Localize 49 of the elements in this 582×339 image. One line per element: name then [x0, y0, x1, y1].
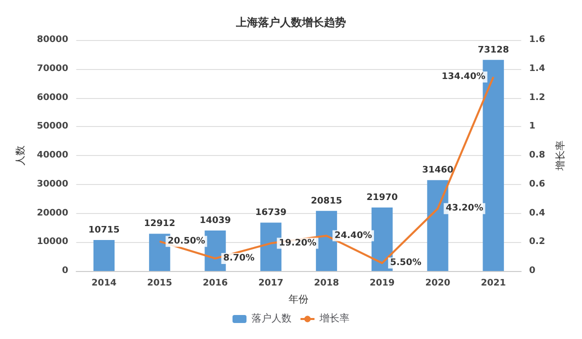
y-tick-label: 20000: [36, 208, 68, 218]
data-label: 20.50%: [168, 236, 206, 246]
x-axis-title: 年份: [288, 294, 309, 306]
legend-label: 增长率: [318, 312, 350, 324]
y-tick-label: 30000: [36, 179, 68, 190]
y-tick-label: 40000: [36, 150, 68, 160]
data-label: 14039: [200, 216, 231, 226]
data-label: 5.50%: [390, 258, 422, 268]
data-label: 20815: [310, 196, 342, 206]
data-label: 8.70%: [223, 253, 254, 264]
y-tick-label: 0: [62, 266, 68, 276]
y-tick-label: 50000: [36, 122, 68, 132]
bar: [260, 222, 282, 271]
x-tick-label: 2017: [258, 278, 284, 288]
data-label: 10715: [88, 226, 120, 236]
y2-tick-label: 1.2: [529, 92, 546, 103]
y2-tick-label: 1.4: [529, 64, 546, 74]
y-tick-label: 70000: [36, 64, 68, 74]
y2-tick-label: 0: [529, 266, 536, 276]
x-tick-label: 2014: [91, 278, 117, 288]
x-tick-label: 2020: [425, 278, 450, 288]
y-tick-label: 10000: [36, 237, 68, 248]
y2-tick-label: 0.2: [529, 237, 546, 248]
data-label: 21970: [366, 193, 398, 204]
x-tick-label: 2018: [314, 278, 340, 288]
x-tick-label: 2016: [202, 278, 228, 288]
data-label: 31460: [422, 166, 454, 176]
x-tick-label: 2019: [370, 278, 395, 288]
y2-tick-label: 0.6: [529, 179, 546, 190]
y2-tick-label: 0.8: [529, 150, 546, 160]
y2-tick-label: 0.4: [529, 208, 546, 218]
chart-title: 上海落户人数增长趋势: [235, 16, 346, 29]
y-axis-title: 人数: [16, 146, 26, 166]
y-tick-label: 80000: [36, 35, 68, 45]
data-label: 12912: [144, 219, 176, 230]
data-label: 73128: [478, 45, 510, 56]
y-tick-label: 60000: [36, 92, 68, 103]
bar: [93, 240, 115, 271]
y2-tick-label: 1.6: [529, 35, 546, 45]
x-tick-label: 2021: [480, 278, 506, 288]
data-label: 16739: [255, 208, 287, 218]
legend-label: 落户人数: [252, 312, 292, 324]
y2-axis-title: 增长率: [554, 140, 566, 172]
x-tick-label: 2015: [147, 278, 172, 288]
data-label: 134.40%: [442, 72, 486, 82]
data-label: 24.40%: [334, 230, 372, 241]
y2-tick-label: 1: [529, 122, 536, 132]
data-label: 43.20%: [446, 204, 484, 214]
data-label: 19.20%: [278, 238, 316, 248]
